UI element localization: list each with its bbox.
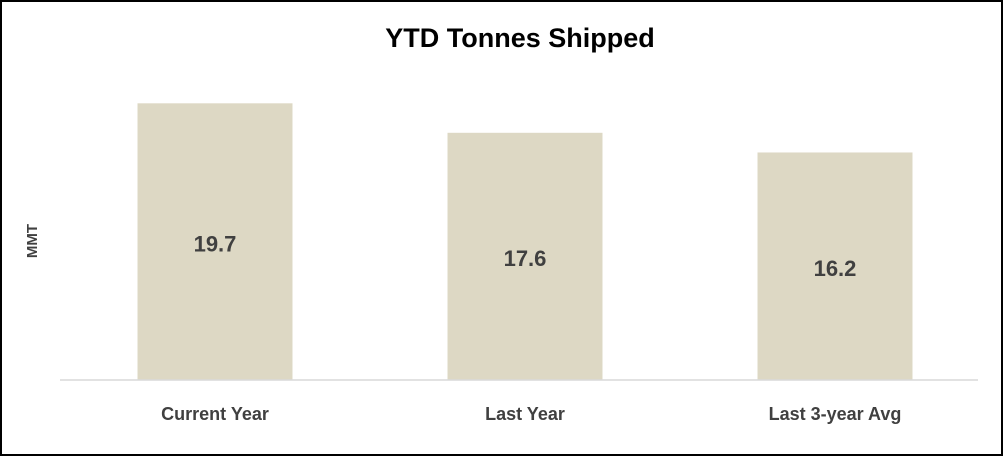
data-label: 19.7 (194, 231, 237, 256)
y-axis-label: MMT (24, 224, 41, 258)
data-label: 17.6 (504, 246, 547, 271)
bar (137, 103, 293, 381)
bar (447, 132, 603, 380)
x-tick-label: Last Year (485, 404, 565, 424)
x-tick-label: Last 3-year Avg (769, 404, 902, 424)
data-label: 16.2 (814, 256, 857, 281)
bar (757, 152, 913, 380)
x-tick-label: Current Year (161, 404, 269, 424)
chart-title: YTD Tonnes Shipped (385, 23, 655, 53)
